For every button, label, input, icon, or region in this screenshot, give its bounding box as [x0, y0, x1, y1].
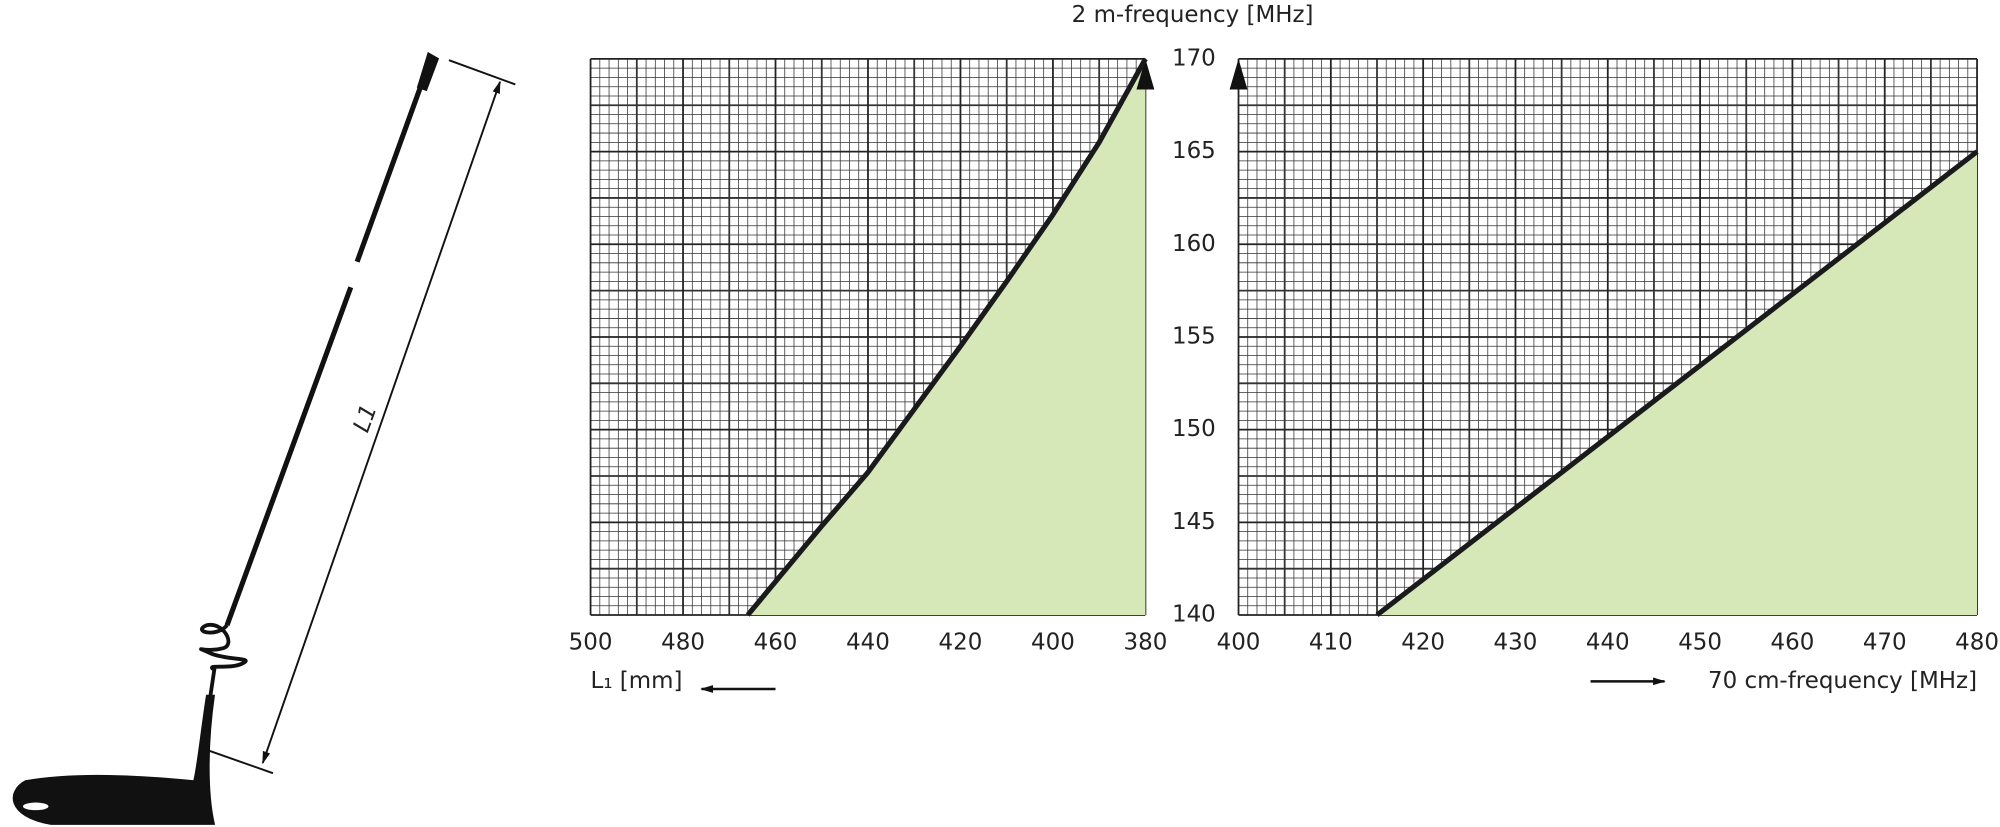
- x-tick-label: 460: [754, 630, 798, 656]
- y-axis-title: 2 m-frequency [MHz]: [1072, 2, 1314, 28]
- antenna: [12, 51, 516, 825]
- x-tick-label: 470: [1863, 630, 1907, 656]
- x-tick-label: 440: [846, 630, 890, 656]
- y-tick-label: 155: [1172, 323, 1216, 349]
- line: [1375, 149, 1979, 618]
- axis-arrowhead: [1229, 58, 1248, 90]
- x-tick-label: 450: [1678, 630, 1722, 656]
- x-tick-label: 400: [1031, 630, 1075, 656]
- area: [747, 58, 1146, 616]
- x-axis-title: L₁ [mm]: [591, 668, 683, 694]
- x-tick-label: 400: [1217, 630, 1261, 656]
- y-tick-label: 170: [1172, 45, 1216, 71]
- x-axis-title: 70 cm-frequency [MHz]: [1708, 668, 1977, 694]
- x-tick-label: 420: [939, 630, 983, 656]
- x-tick-label: 480: [1955, 630, 1999, 656]
- axis-arrowhead: [1136, 58, 1155, 90]
- line: [745, 57, 1148, 617]
- y-tick-label: 165: [1172, 138, 1216, 164]
- dimension-label: L1: [349, 401, 383, 436]
- x-tick-label: 440: [1586, 630, 1630, 656]
- x-tick-label: 420: [1401, 630, 1445, 656]
- x-tick-label: 380: [1124, 630, 1168, 656]
- x-tick-label: 460: [1771, 630, 1815, 656]
- y-tick-label: 160: [1172, 231, 1216, 257]
- y-tick-label: 150: [1172, 416, 1216, 442]
- x-tick-label: 480: [661, 630, 705, 656]
- x-tick-label: 410: [1309, 630, 1353, 656]
- x-tick-label: 500: [569, 630, 613, 656]
- y-tick-label: 145: [1172, 509, 1216, 535]
- x-tick-label: 430: [1494, 630, 1538, 656]
- y-tick-label: 140: [1172, 602, 1216, 628]
